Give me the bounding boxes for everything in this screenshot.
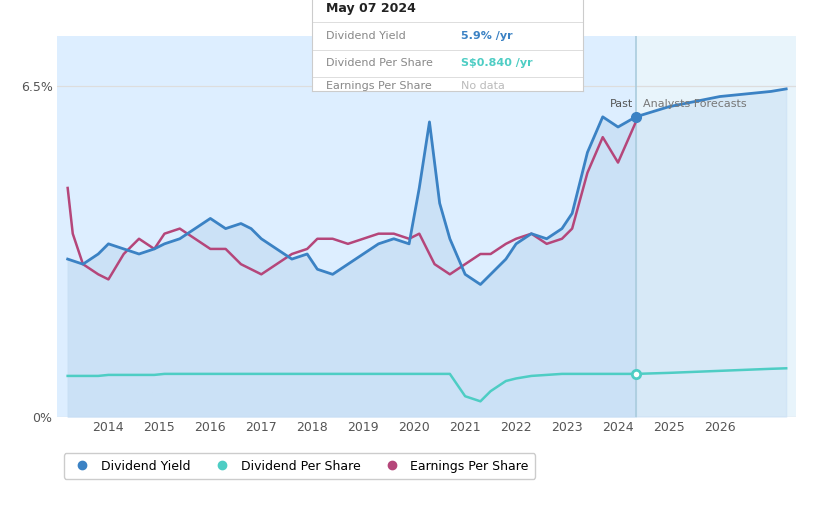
- Text: Dividend Per Share: Dividend Per Share: [325, 58, 433, 68]
- Text: May 07 2024: May 07 2024: [325, 2, 415, 15]
- Text: Analysts Forecasts: Analysts Forecasts: [644, 99, 747, 109]
- Text: Dividend Yield: Dividend Yield: [325, 30, 406, 41]
- Text: 5.9% /yr: 5.9% /yr: [461, 30, 512, 41]
- Text: Past: Past: [610, 99, 633, 109]
- Bar: [635, 36, 796, 417]
- Text: No data: No data: [461, 81, 505, 91]
- Text: Earnings Per Share: Earnings Per Share: [325, 81, 431, 91]
- Text: S$0.840 /yr: S$0.840 /yr: [461, 58, 533, 68]
- Legend: Dividend Yield, Dividend Per Share, Earnings Per Share: Dividend Yield, Dividend Per Share, Earn…: [64, 453, 535, 479]
